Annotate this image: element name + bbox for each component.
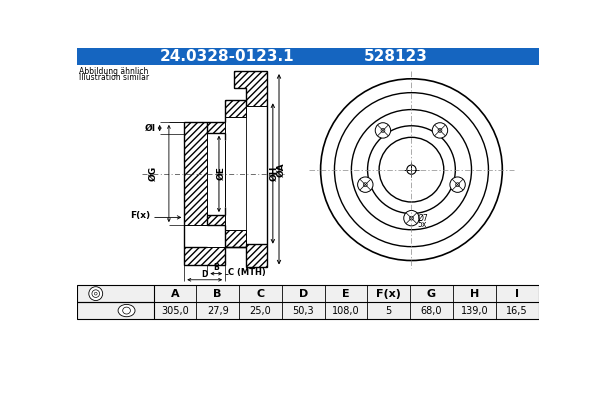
Polygon shape <box>246 244 268 268</box>
Text: E: E <box>342 289 350 299</box>
Text: B: B <box>214 289 222 299</box>
Polygon shape <box>184 247 225 265</box>
Circle shape <box>375 123 391 138</box>
Circle shape <box>450 177 465 192</box>
Text: D: D <box>201 270 208 279</box>
Text: Illustration similar: Illustration similar <box>79 73 149 82</box>
Text: 5x: 5x <box>418 220 427 230</box>
Text: B: B <box>213 263 219 272</box>
Text: 139,0: 139,0 <box>461 306 488 316</box>
Circle shape <box>432 123 448 138</box>
Text: Ø7: Ø7 <box>418 214 428 223</box>
Text: 27,9: 27,9 <box>207 306 229 316</box>
Text: C (MTH): C (MTH) <box>228 268 266 276</box>
Polygon shape <box>235 71 254 88</box>
Text: C: C <box>256 289 265 299</box>
Circle shape <box>89 287 103 300</box>
Ellipse shape <box>118 304 135 317</box>
Text: G: G <box>427 289 436 299</box>
Text: A: A <box>170 289 179 299</box>
Polygon shape <box>208 122 225 133</box>
Bar <box>77 48 539 65</box>
Polygon shape <box>225 230 246 247</box>
Polygon shape <box>225 100 246 117</box>
Text: ØE: ØE <box>217 166 226 180</box>
Text: F(x): F(x) <box>130 211 151 220</box>
Text: ØA: ØA <box>277 162 286 177</box>
Text: 24.0328-0123.1: 24.0328-0123.1 <box>160 49 294 64</box>
Polygon shape <box>208 215 225 225</box>
Text: 108,0: 108,0 <box>332 306 360 316</box>
Polygon shape <box>235 71 268 106</box>
Text: ØI: ØI <box>144 124 155 132</box>
Text: I: I <box>515 289 519 299</box>
Circle shape <box>320 79 502 260</box>
Text: 25,0: 25,0 <box>250 306 271 316</box>
Circle shape <box>358 177 373 192</box>
Polygon shape <box>184 122 208 225</box>
Text: ØH: ØH <box>270 166 279 181</box>
Text: D: D <box>299 289 308 299</box>
Circle shape <box>404 210 419 226</box>
Text: Abbildung ähnlich: Abbildung ähnlich <box>79 67 148 76</box>
Text: 528123: 528123 <box>364 49 428 64</box>
Text: F(x): F(x) <box>376 289 401 299</box>
Text: 305,0: 305,0 <box>161 306 189 316</box>
Text: 5: 5 <box>386 306 392 316</box>
Text: H: H <box>470 289 479 299</box>
Text: 68,0: 68,0 <box>421 306 442 316</box>
Text: 50,3: 50,3 <box>292 306 314 316</box>
Bar <box>77 285 539 319</box>
Text: 16,5: 16,5 <box>506 306 528 316</box>
Text: ØG: ØG <box>149 166 158 181</box>
